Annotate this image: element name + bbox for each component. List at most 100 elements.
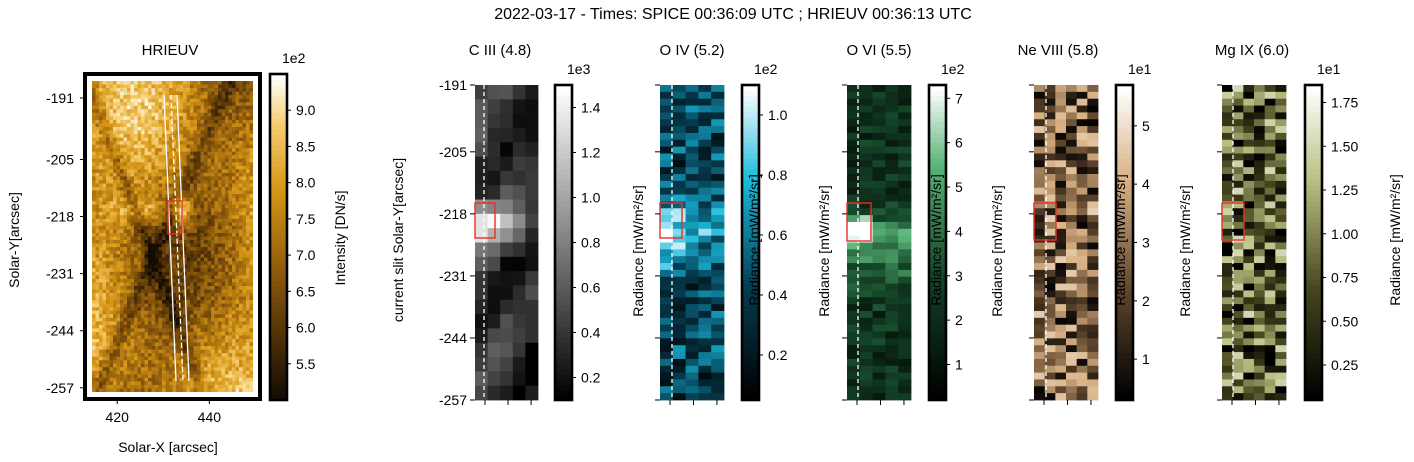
hrieuv-pixel bbox=[176, 91, 180, 96]
cIII-ytick-label: -257 bbox=[439, 392, 467, 408]
hrieuv-pixel bbox=[162, 134, 166, 139]
hrieuv-pixel bbox=[95, 211, 100, 216]
hrieuv-pixel bbox=[228, 130, 233, 135]
hrieuv-pixel bbox=[130, 321, 135, 326]
hrieuv-pixel bbox=[193, 218, 198, 223]
hrieuv-pixel bbox=[176, 229, 180, 234]
hrieuv-pixel bbox=[197, 370, 201, 375]
hrieuv-pixel bbox=[225, 151, 229, 156]
hrieuv-pixel bbox=[148, 293, 152, 298]
hrieuv-colorbar-segment bbox=[270, 378, 287, 385]
hrieuv-pixel bbox=[225, 141, 229, 146]
hrieuv-pixel bbox=[235, 317, 240, 322]
hrieuv-pixel bbox=[130, 285, 135, 291]
hrieuv-pixel bbox=[225, 381, 229, 386]
hrieuv-pixel bbox=[183, 109, 187, 114]
oVI-pixel bbox=[885, 146, 899, 154]
hrieuv-pixel bbox=[211, 247, 215, 252]
hrieuv-pixel bbox=[130, 116, 135, 121]
hrieuv-pixel bbox=[99, 342, 103, 347]
hrieuv-colorbar-segment bbox=[270, 84, 287, 91]
hrieuv-pixel bbox=[221, 257, 226, 262]
hrieuv-pixel bbox=[120, 250, 124, 255]
hrieuv-pixel bbox=[225, 201, 229, 206]
hrieuv-colorbar-segment bbox=[270, 361, 287, 368]
oIV-pixel bbox=[685, 167, 699, 175]
hrieuv-pixel bbox=[158, 247, 163, 252]
hrieuv-pixel bbox=[183, 314, 187, 319]
hrieuv-pixel bbox=[109, 141, 114, 146]
hrieuv-pixel bbox=[249, 162, 253, 167]
hrieuv-pixel bbox=[176, 190, 180, 195]
hrieuv-pixel bbox=[183, 95, 187, 100]
hrieuv-pixel bbox=[200, 119, 205, 124]
oIV-pixel bbox=[672, 167, 686, 175]
hrieuv-pixel bbox=[137, 211, 142, 216]
hrieuv-pixel bbox=[120, 211, 124, 216]
hrieuv-pixel bbox=[116, 303, 121, 308]
hrieuv-pixel bbox=[249, 264, 253, 269]
hrieuv-colorbar-segment bbox=[270, 128, 287, 135]
hrieuv-pixel bbox=[232, 165, 236, 170]
oVI-pixel bbox=[885, 317, 899, 326]
hrieuv-pixel bbox=[120, 229, 124, 234]
oIV-pixel bbox=[711, 105, 725, 113]
hrieuv-pixel bbox=[127, 243, 131, 248]
hrieuv-pixel bbox=[151, 137, 156, 142]
hrieuv-pixel bbox=[207, 275, 212, 280]
hrieuv-pixel bbox=[109, 91, 114, 96]
hrieuv-pixel bbox=[123, 353, 128, 358]
hrieuv-pixel bbox=[155, 88, 159, 93]
cIII-pixel bbox=[475, 314, 488, 329]
hrieuv-pixel bbox=[207, 141, 212, 146]
oIV-pixel bbox=[672, 160, 686, 168]
hrieuv-pixel bbox=[102, 303, 107, 308]
hrieuv-pixel bbox=[239, 187, 243, 192]
hrieuv-pixel bbox=[218, 328, 222, 333]
oVI-pixel bbox=[847, 132, 861, 141]
hrieuv-pixel bbox=[183, 303, 187, 308]
hrieuv-pixel bbox=[113, 289, 117, 294]
hrieuv-pixel bbox=[169, 296, 173, 301]
hrieuv-pixel bbox=[134, 328, 138, 333]
hrieuv-pixel bbox=[155, 346, 159, 351]
hrieuv-pixel bbox=[225, 84, 229, 89]
hrieuv-pixel bbox=[225, 176, 229, 181]
hrieuv-pixel bbox=[99, 134, 103, 139]
hrieuv-pixel bbox=[158, 204, 163, 209]
hrieuv-pixel bbox=[130, 229, 135, 234]
hrieuv-pixel bbox=[130, 134, 135, 139]
hrieuv-pixel bbox=[228, 194, 233, 199]
hrieuv-pixel bbox=[228, 172, 233, 177]
hrieuv-pixel bbox=[207, 363, 212, 368]
hrieuv-pixel bbox=[207, 130, 212, 135]
hrieuv-pixel bbox=[102, 183, 107, 188]
hrieuv-pixel bbox=[151, 377, 156, 382]
hrieuv-pixel bbox=[218, 155, 222, 160]
hrieuv-pixel bbox=[99, 222, 103, 227]
hrieuv-pixel bbox=[228, 162, 233, 167]
hrieuv-pixel bbox=[102, 102, 107, 107]
hrieuv-pixel bbox=[179, 126, 184, 131]
hrieuv-pixel bbox=[239, 293, 243, 298]
hrieuv-pixel bbox=[186, 84, 191, 89]
hrieuv-pixel bbox=[120, 169, 124, 174]
hrieuv-pixel bbox=[113, 388, 117, 392]
hrieuv-pixel bbox=[183, 257, 187, 262]
cIII-pixel bbox=[487, 328, 501, 344]
hrieuv-pixel bbox=[197, 134, 201, 139]
hrieuv-pixel bbox=[214, 307, 219, 312]
hrieuv-pixel bbox=[99, 204, 103, 209]
hrieuv-pixel bbox=[193, 381, 198, 386]
hrieuv-pixel bbox=[134, 155, 138, 160]
oVI-pixel bbox=[859, 379, 873, 387]
hrieuv-pixel bbox=[172, 310, 177, 315]
hrieuv-pixel bbox=[92, 95, 96, 100]
hrieuv-pixel bbox=[235, 307, 240, 312]
hrieuv-pixel bbox=[109, 342, 114, 347]
hrieuv-pixel bbox=[207, 190, 212, 195]
hrieuv-pixel bbox=[200, 98, 205, 103]
hrieuv-pixel bbox=[162, 346, 166, 351]
hrieuv-pixel bbox=[232, 183, 236, 188]
oVI-pixel bbox=[859, 304, 873, 312]
